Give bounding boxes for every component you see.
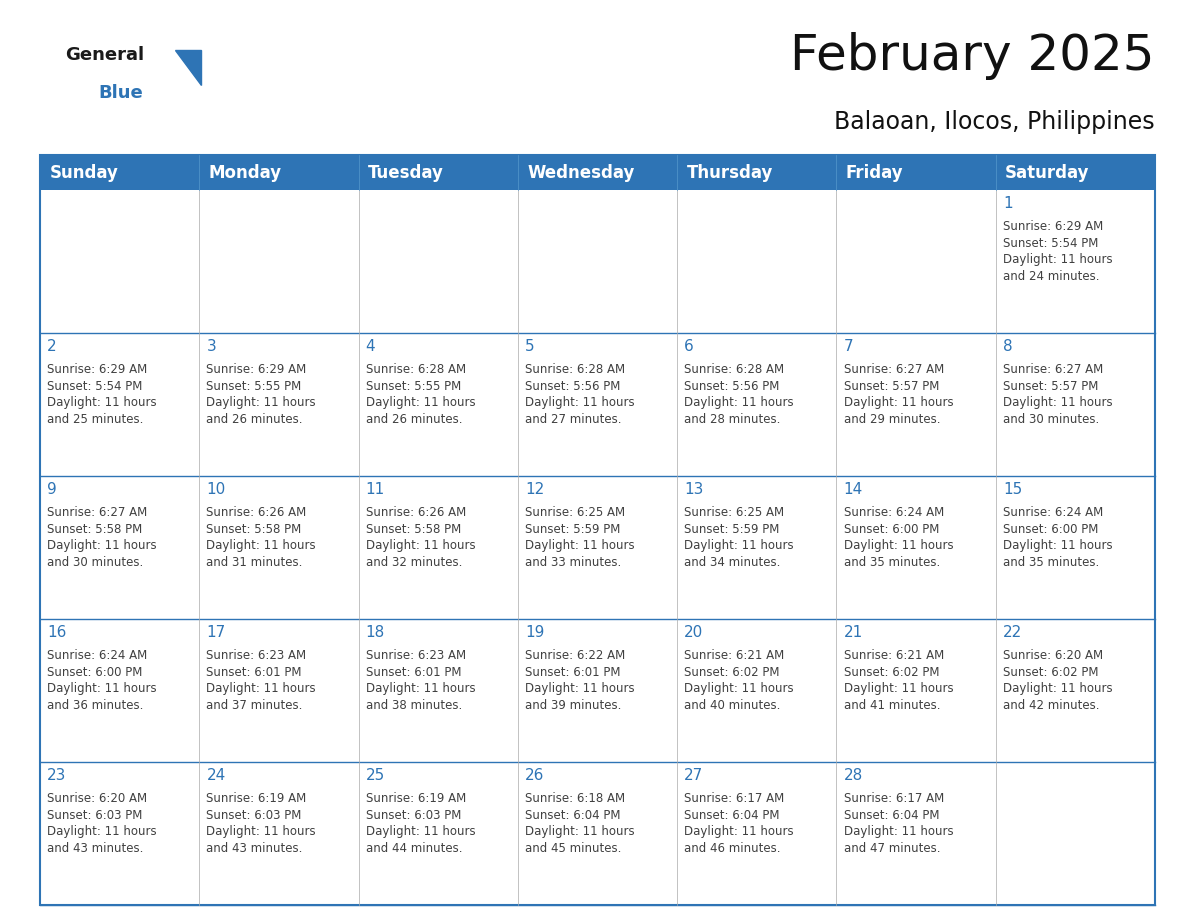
Text: 25: 25 <box>366 768 385 783</box>
Text: Sunrise: 6:20 AM
Sunset: 6:03 PM
Daylight: 11 hours
and 43 minutes.: Sunrise: 6:20 AM Sunset: 6:03 PM Dayligh… <box>48 792 157 855</box>
Text: 17: 17 <box>207 625 226 641</box>
Text: Sunrise: 6:20 AM
Sunset: 6:02 PM
Daylight: 11 hours
and 42 minutes.: Sunrise: 6:20 AM Sunset: 6:02 PM Dayligh… <box>1003 649 1112 711</box>
Text: 21: 21 <box>843 625 862 641</box>
Text: 4: 4 <box>366 340 375 354</box>
Text: Wednesday: Wednesday <box>527 163 634 182</box>
Text: 6: 6 <box>684 340 694 354</box>
Text: Sunrise: 6:24 AM
Sunset: 6:00 PM
Daylight: 11 hours
and 35 minutes.: Sunrise: 6:24 AM Sunset: 6:00 PM Dayligh… <box>1003 507 1112 569</box>
Text: Sunrise: 6:26 AM
Sunset: 5:58 PM
Daylight: 11 hours
and 32 minutes.: Sunrise: 6:26 AM Sunset: 5:58 PM Dayligh… <box>366 507 475 569</box>
Text: 15: 15 <box>1003 483 1022 498</box>
Text: Balaoan, Ilocos, Philippines: Balaoan, Ilocos, Philippines <box>834 110 1155 134</box>
Text: 11: 11 <box>366 483 385 498</box>
Text: Tuesday: Tuesday <box>368 163 444 182</box>
Text: Sunrise: 6:29 AM
Sunset: 5:54 PM
Daylight: 11 hours
and 25 minutes.: Sunrise: 6:29 AM Sunset: 5:54 PM Dayligh… <box>48 364 157 426</box>
Text: General: General <box>65 46 145 64</box>
Text: Sunrise: 6:17 AM
Sunset: 6:04 PM
Daylight: 11 hours
and 46 minutes.: Sunrise: 6:17 AM Sunset: 6:04 PM Dayligh… <box>684 792 794 855</box>
Text: Sunrise: 6:26 AM
Sunset: 5:58 PM
Daylight: 11 hours
and 31 minutes.: Sunrise: 6:26 AM Sunset: 5:58 PM Dayligh… <box>207 507 316 569</box>
Text: Sunday: Sunday <box>50 163 119 182</box>
Text: 5: 5 <box>525 340 535 354</box>
Text: February 2025: February 2025 <box>790 32 1155 80</box>
Text: Friday: Friday <box>846 163 904 182</box>
Text: Sunrise: 6:22 AM
Sunset: 6:01 PM
Daylight: 11 hours
and 39 minutes.: Sunrise: 6:22 AM Sunset: 6:01 PM Dayligh… <box>525 649 634 711</box>
Text: Sunrise: 6:21 AM
Sunset: 6:02 PM
Daylight: 11 hours
and 41 minutes.: Sunrise: 6:21 AM Sunset: 6:02 PM Dayligh… <box>843 649 953 711</box>
Text: 26: 26 <box>525 768 544 783</box>
Text: Sunrise: 6:23 AM
Sunset: 6:01 PM
Daylight: 11 hours
and 37 minutes.: Sunrise: 6:23 AM Sunset: 6:01 PM Dayligh… <box>207 649 316 711</box>
Text: Sunrise: 6:18 AM
Sunset: 6:04 PM
Daylight: 11 hours
and 45 minutes.: Sunrise: 6:18 AM Sunset: 6:04 PM Dayligh… <box>525 792 634 855</box>
Text: 22: 22 <box>1003 625 1022 641</box>
Text: Sunrise: 6:27 AM
Sunset: 5:58 PM
Daylight: 11 hours
and 30 minutes.: Sunrise: 6:27 AM Sunset: 5:58 PM Dayligh… <box>48 507 157 569</box>
Text: 10: 10 <box>207 483 226 498</box>
Text: Sunrise: 6:27 AM
Sunset: 5:57 PM
Daylight: 11 hours
and 29 minutes.: Sunrise: 6:27 AM Sunset: 5:57 PM Dayligh… <box>843 364 953 426</box>
Text: 24: 24 <box>207 768 226 783</box>
Text: 20: 20 <box>684 625 703 641</box>
Text: Sunrise: 6:19 AM
Sunset: 6:03 PM
Daylight: 11 hours
and 44 minutes.: Sunrise: 6:19 AM Sunset: 6:03 PM Dayligh… <box>366 792 475 855</box>
Text: 19: 19 <box>525 625 544 641</box>
Text: Sunrise: 6:24 AM
Sunset: 6:00 PM
Daylight: 11 hours
and 36 minutes.: Sunrise: 6:24 AM Sunset: 6:00 PM Dayligh… <box>48 649 157 711</box>
Text: Blue: Blue <box>99 84 144 103</box>
Text: Sunrise: 6:28 AM
Sunset: 5:56 PM
Daylight: 11 hours
and 27 minutes.: Sunrise: 6:28 AM Sunset: 5:56 PM Dayligh… <box>525 364 634 426</box>
Text: Saturday: Saturday <box>1005 163 1089 182</box>
Text: Sunrise: 6:27 AM
Sunset: 5:57 PM
Daylight: 11 hours
and 30 minutes.: Sunrise: 6:27 AM Sunset: 5:57 PM Dayligh… <box>1003 364 1112 426</box>
Text: 8: 8 <box>1003 340 1012 354</box>
Text: Sunrise: 6:28 AM
Sunset: 5:55 PM
Daylight: 11 hours
and 26 minutes.: Sunrise: 6:28 AM Sunset: 5:55 PM Dayligh… <box>366 364 475 426</box>
Text: 18: 18 <box>366 625 385 641</box>
Text: Thursday: Thursday <box>687 163 773 182</box>
Text: 16: 16 <box>48 625 67 641</box>
Text: 12: 12 <box>525 483 544 498</box>
Text: 7: 7 <box>843 340 853 354</box>
Text: Sunrise: 6:25 AM
Sunset: 5:59 PM
Daylight: 11 hours
and 34 minutes.: Sunrise: 6:25 AM Sunset: 5:59 PM Dayligh… <box>684 507 794 569</box>
Text: 28: 28 <box>843 768 862 783</box>
Text: 13: 13 <box>684 483 703 498</box>
Text: 2: 2 <box>48 340 57 354</box>
Text: Sunrise: 6:29 AM
Sunset: 5:55 PM
Daylight: 11 hours
and 26 minutes.: Sunrise: 6:29 AM Sunset: 5:55 PM Dayligh… <box>207 364 316 426</box>
Text: 23: 23 <box>48 768 67 783</box>
Text: 27: 27 <box>684 768 703 783</box>
Text: Sunrise: 6:17 AM
Sunset: 6:04 PM
Daylight: 11 hours
and 47 minutes.: Sunrise: 6:17 AM Sunset: 6:04 PM Dayligh… <box>843 792 953 855</box>
Text: 3: 3 <box>207 340 216 354</box>
Text: Sunrise: 6:21 AM
Sunset: 6:02 PM
Daylight: 11 hours
and 40 minutes.: Sunrise: 6:21 AM Sunset: 6:02 PM Dayligh… <box>684 649 794 711</box>
Text: 9: 9 <box>48 483 57 498</box>
Text: Sunrise: 6:24 AM
Sunset: 6:00 PM
Daylight: 11 hours
and 35 minutes.: Sunrise: 6:24 AM Sunset: 6:00 PM Dayligh… <box>843 507 953 569</box>
Text: Sunrise: 6:23 AM
Sunset: 6:01 PM
Daylight: 11 hours
and 38 minutes.: Sunrise: 6:23 AM Sunset: 6:01 PM Dayligh… <box>366 649 475 711</box>
Text: Sunrise: 6:29 AM
Sunset: 5:54 PM
Daylight: 11 hours
and 24 minutes.: Sunrise: 6:29 AM Sunset: 5:54 PM Dayligh… <box>1003 220 1112 283</box>
Text: Monday: Monday <box>209 163 282 182</box>
Text: Sunrise: 6:25 AM
Sunset: 5:59 PM
Daylight: 11 hours
and 33 minutes.: Sunrise: 6:25 AM Sunset: 5:59 PM Dayligh… <box>525 507 634 569</box>
Text: Sunrise: 6:19 AM
Sunset: 6:03 PM
Daylight: 11 hours
and 43 minutes.: Sunrise: 6:19 AM Sunset: 6:03 PM Dayligh… <box>207 792 316 855</box>
Text: Sunrise: 6:28 AM
Sunset: 5:56 PM
Daylight: 11 hours
and 28 minutes.: Sunrise: 6:28 AM Sunset: 5:56 PM Dayligh… <box>684 364 794 426</box>
Text: 14: 14 <box>843 483 862 498</box>
Text: 1: 1 <box>1003 196 1012 211</box>
